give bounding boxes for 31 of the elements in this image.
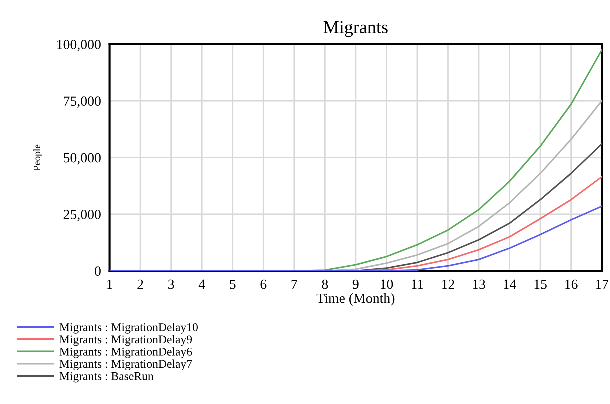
x-tick-label: 14 [504,280,516,290]
x-tick-label: 13 [473,280,486,290]
x-tick-label: 6 [260,280,267,290]
x-tick-label: 2 [138,280,144,290]
x-axis-title: Time (Month) [316,293,395,306]
y-tick-label: 50,000 [64,153,101,165]
legend-label: Migrants : MigrationDelay7 [60,360,192,371]
x-tick-label: 16 [566,280,578,290]
y-tick-label: 100,000 [58,40,101,52]
x-tick-label: 12 [442,280,454,290]
legend-label: Migrants : BaseRun [60,372,154,383]
y-tick-label: 75,000 [64,96,101,108]
y-tick-label: 0 [95,266,101,276]
x-tick-label: 7 [292,280,298,290]
x-tick-label: 1 [108,280,112,290]
x-tick-label: 8 [322,280,328,290]
x-tick-label: 9 [352,280,359,290]
x-tick-label: 15 [534,280,547,290]
chart-title: Migrants [324,21,388,38]
x-tick-label: 10 [380,280,394,290]
legend-label: Migrants : MigrationDelay6 [60,348,192,358]
x-tick-label: 17 [596,280,609,290]
legend-label: Migrants : MigrationDelay10 [60,323,198,334]
x-tick-label: 11 [412,280,424,290]
x-tick-label: 5 [230,280,236,290]
legend-label: Migrants : MigrationDelay9 [60,335,192,346]
line-series [355,143,602,272]
x-tick-label: 3 [168,280,174,290]
y-tick-label: 25,000 [64,210,101,222]
x-tick-label: 4 [198,280,206,290]
y-axis-title: People [34,144,42,171]
